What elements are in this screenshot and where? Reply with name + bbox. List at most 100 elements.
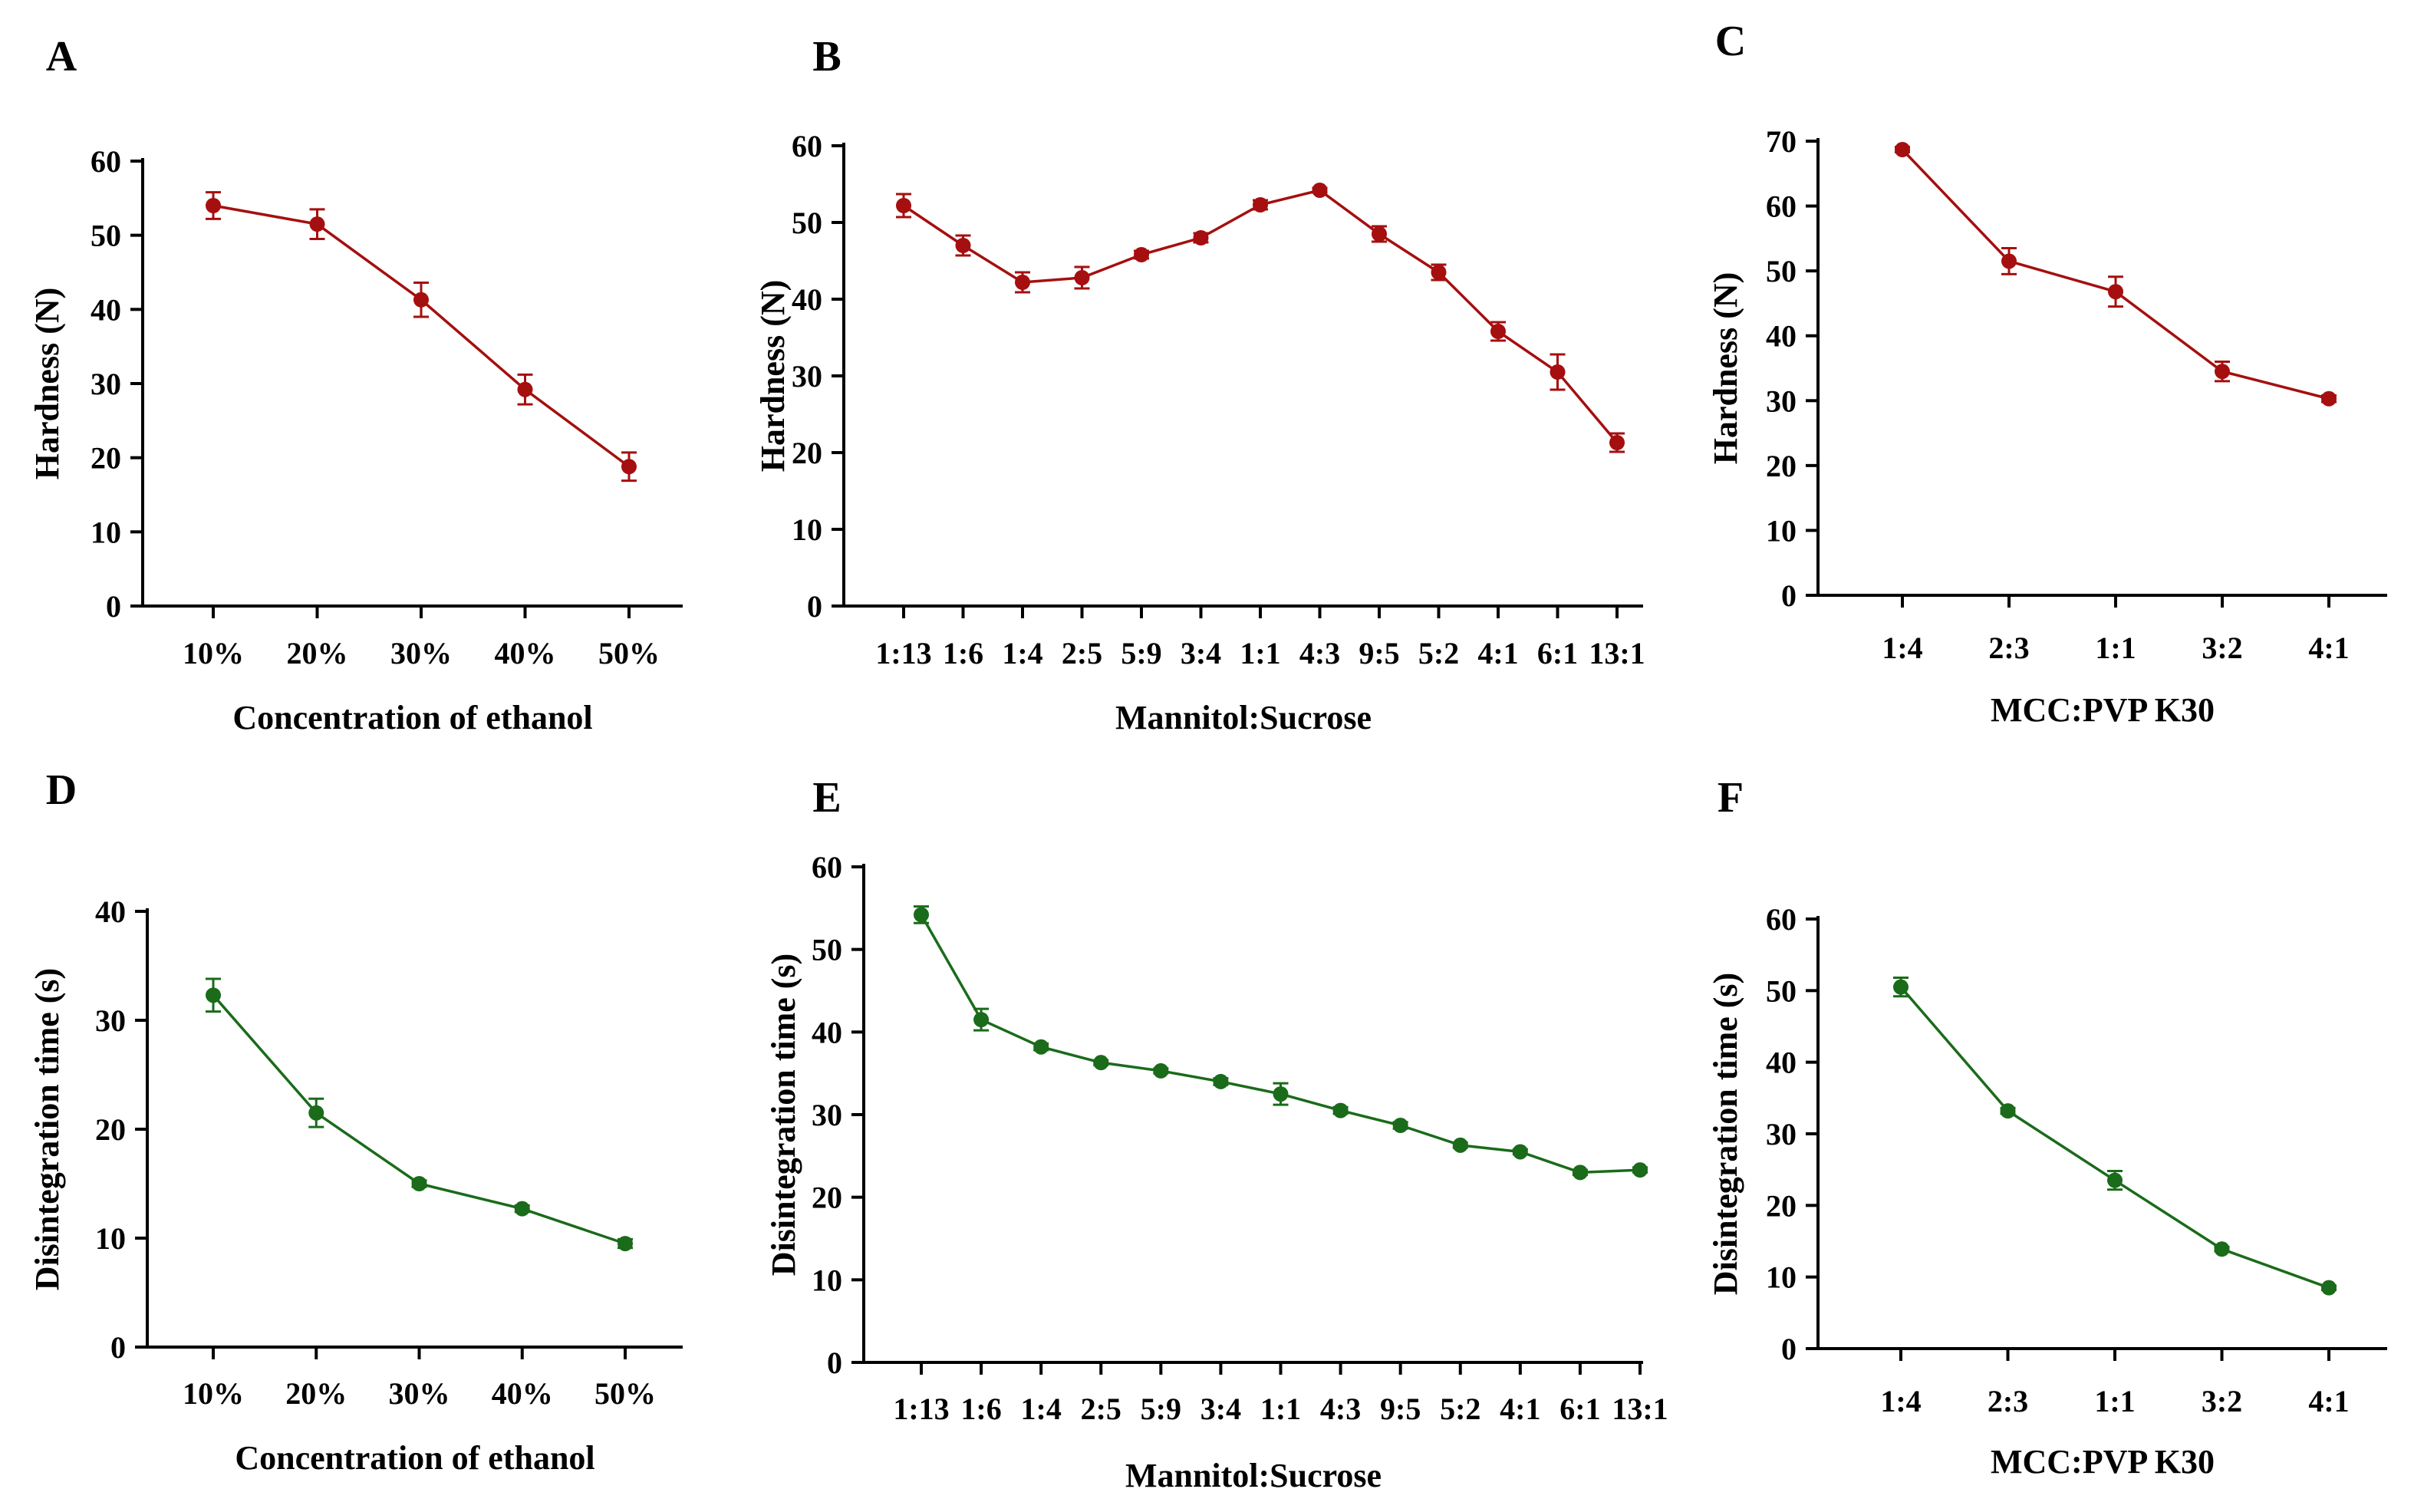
panel-b-y-tick-label: 60 — [792, 129, 822, 163]
panel-b-series-line — [903, 189, 1619, 444]
panel-e-letter: E — [812, 774, 841, 822]
panel-a-y-tick-label: 40 — [91, 292, 121, 327]
panel-e-y-tick-label: 40 — [812, 1015, 842, 1049]
panel-f-data-point — [2214, 1241, 2230, 1257]
panel-b-x-tick-label: 4:3 — [1299, 636, 1340, 670]
panel-b-y-tick-label: 30 — [792, 359, 822, 394]
panel-b-letter: B — [812, 33, 841, 81]
panel-e-y-tick-label: 0 — [827, 1346, 842, 1380]
panel-a-x-tick-label: 20% — [287, 636, 348, 670]
panel-f-letter: F — [1718, 774, 1744, 822]
panel-e-data-point — [973, 1012, 990, 1028]
panel-a-x-tick-label: 40% — [495, 636, 556, 670]
panel-f-x-tick-label: 4:1 — [2308, 1384, 2349, 1418]
panel-b-data-point — [1372, 226, 1387, 242]
panel-f-y-tick-label: 0 — [1781, 1332, 1797, 1366]
panel-e-data-point — [1093, 1055, 1109, 1071]
panel-b-x-tick-label: 5:9 — [1121, 636, 1161, 670]
panel-c-data-point — [2215, 364, 2230, 380]
panel-e-data-point — [1392, 1117, 1408, 1133]
panel-e-x-tick-label: 3:4 — [1200, 1392, 1241, 1426]
panel-d-x-tick-label: 20% — [285, 1376, 347, 1411]
panel-b-data-point — [955, 238, 971, 253]
panel-f-series-line — [1899, 986, 2330, 1290]
panel-b-x-axis-label: Mannitol:Sucrose — [1115, 699, 1372, 736]
panel-d-series-line — [212, 994, 626, 1245]
panel-a-series-line — [212, 204, 631, 468]
panel-c-x-tick-label: 3:2 — [2202, 631, 2242, 665]
panel-c-y-tick-label: 0 — [1781, 578, 1797, 613]
panel-d-y-tick-label: 10 — [95, 1221, 126, 1256]
panel-c-y-tick-label: 70 — [1766, 124, 1797, 159]
panel-e-data-point — [1452, 1137, 1468, 1153]
panel-c-x-tick-label: 1:1 — [2095, 631, 2136, 665]
panel-a-data-point — [517, 381, 533, 397]
panel-f-y-tick-label: 20 — [1766, 1188, 1797, 1223]
panel-c-data-point — [2108, 284, 2123, 300]
panel-a-y-axis-label: Hardness (N) — [28, 288, 66, 480]
panel-e-data-point — [1273, 1086, 1289, 1102]
panel-d-data-point — [514, 1201, 530, 1217]
panel-a-x-tick-label: 50% — [598, 636, 660, 670]
panel-a-y-tick-label: 60 — [91, 144, 121, 179]
panel-c-x-tick-label: 4:1 — [2308, 631, 2349, 665]
panel-b-x-tick-label: 3:4 — [1181, 636, 1221, 670]
panel-d-x-tick-label: 40% — [492, 1376, 553, 1411]
panel-e-data-point — [1033, 1039, 1049, 1055]
panel-e-y-axis-label: Disintegration time (s) — [765, 954, 802, 1276]
panel-b-x-tick-label: 1:6 — [943, 636, 983, 670]
panel-b-x-tick-label: 1:4 — [1002, 636, 1042, 670]
panel-a-data-point — [309, 216, 325, 232]
panel-f-y-tick-label: 60 — [1766, 902, 1797, 937]
panel-b-x-tick-label: 5:2 — [1418, 636, 1459, 670]
panel-a-data-point — [206, 198, 221, 213]
panel-a-y-tick-label: 30 — [91, 367, 121, 401]
panel-b-y-tick-label: 20 — [792, 436, 822, 470]
panel-b-data-point — [1015, 275, 1030, 290]
panel-d-letter: D — [46, 766, 77, 814]
panel-e-data-point — [1512, 1144, 1528, 1160]
panel-d-data-point — [308, 1105, 324, 1121]
panel-f-data-point — [2321, 1280, 2337, 1296]
panel-e-x-axis-label: Mannitol:Sucrose — [1125, 1457, 1382, 1494]
panel-a-y-tick-label: 20 — [91, 441, 121, 476]
panel-e-x-tick-label: 1:6 — [960, 1392, 1001, 1426]
panel-e-y-tick-label: 20 — [812, 1181, 842, 1215]
panel-e-data-point — [1632, 1162, 1648, 1178]
panel-b-data-point — [1431, 265, 1447, 280]
panel-f-x-tick-label: 3:2 — [2202, 1384, 2242, 1418]
panel-e-y-tick-label: 10 — [812, 1263, 842, 1297]
panel-f-data-point — [2000, 1103, 2016, 1119]
panel-c-series-line — [1901, 148, 2330, 400]
panel-d-y-tick-label: 30 — [95, 1003, 126, 1038]
panel-e-x-tick-label: 1:13 — [893, 1392, 949, 1426]
panel-e-x-tick-label: 6:1 — [1559, 1392, 1600, 1426]
panel-b-data-point — [1074, 270, 1090, 285]
panel-e-x-tick-label: 5:2 — [1440, 1392, 1480, 1426]
panel-d-y-tick-label: 20 — [95, 1112, 126, 1147]
panel-b-data-point — [1312, 183, 1328, 198]
panel-e-series-line — [920, 914, 1641, 1174]
panel-e-y-tick-label: 30 — [812, 1098, 842, 1132]
panel-b-y-tick-label: 10 — [792, 512, 822, 547]
panel-d-data-point — [618, 1236, 633, 1252]
panel-c-x-axis-label: MCC:PVP K30 — [1991, 691, 2215, 729]
panel-a-y-tick-label: 0 — [106, 589, 121, 624]
panel-c-y-tick-label: 40 — [1766, 319, 1797, 354]
panel-d-y-tick-label: 0 — [110, 1330, 126, 1365]
panel-a-x-tick-label: 30% — [390, 636, 452, 670]
panel-e-data-point — [914, 907, 929, 923]
panel-f-x-tick-label: 2:3 — [1988, 1384, 2028, 1418]
panel-e-data-point — [1332, 1102, 1349, 1118]
panel-c-x-tick-label: 1:4 — [1882, 631, 1922, 665]
panel-e-data-point — [1153, 1062, 1169, 1079]
panel-b-x-tick-label: 1:13 — [875, 636, 931, 670]
panel-d-x-tick-label: 10% — [183, 1376, 244, 1411]
panel-b-data-point — [1609, 435, 1625, 450]
panel-d-x-axis-label: Concentration of ethanol — [235, 1439, 594, 1477]
panel-f-y-tick-label: 50 — [1766, 973, 1797, 1008]
panel-e-x-tick-label: 5:9 — [1141, 1392, 1181, 1426]
panel-c-y-tick-label: 20 — [1766, 449, 1797, 483]
panel-a-y-tick-label: 50 — [91, 219, 121, 253]
